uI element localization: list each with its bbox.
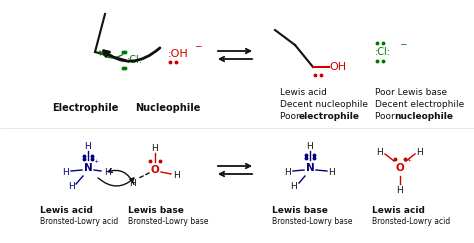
Text: N: N (83, 163, 92, 173)
Text: H: H (377, 148, 383, 156)
Text: Decent electrophile: Decent electrophile (375, 99, 464, 109)
Text: Poor Lewis base: Poor Lewis base (375, 87, 447, 96)
Text: Bronsted-Lowry acid: Bronsted-Lowry acid (40, 217, 118, 226)
Text: N: N (306, 163, 314, 173)
Text: H: H (173, 171, 181, 180)
Text: Lewis base: Lewis base (272, 206, 328, 215)
Text: H: H (69, 182, 75, 191)
Text: H: H (284, 167, 292, 176)
Text: nucleophile: nucleophile (394, 112, 453, 121)
Text: O: O (396, 163, 404, 173)
Text: Bronsted-Lowry base: Bronsted-Lowry base (128, 217, 209, 226)
Text: −: − (399, 40, 407, 49)
Text: :OH: :OH (168, 49, 189, 59)
Text: :Cl:: :Cl: (375, 47, 391, 57)
Text: H: H (63, 167, 69, 176)
Text: Bronsted-Lowry base: Bronsted-Lowry base (272, 217, 353, 226)
Text: Decent nucleophile: Decent nucleophile (280, 99, 368, 109)
Text: Electrophile: Electrophile (52, 103, 118, 113)
Text: +: + (406, 157, 411, 163)
Text: H: H (152, 144, 158, 153)
Text: −: − (194, 42, 201, 51)
Text: Bronsted-Lowry acid: Bronsted-Lowry acid (372, 217, 450, 226)
Text: H: H (105, 167, 111, 176)
Text: H: H (85, 141, 91, 150)
Text: Poor: Poor (280, 112, 302, 121)
Text: H: H (291, 182, 297, 191)
Text: +: + (93, 158, 98, 164)
Text: Lewis acid: Lewis acid (280, 87, 327, 96)
Text: Lewis acid: Lewis acid (372, 206, 425, 215)
Text: H: H (328, 167, 336, 176)
Text: Poor: Poor (375, 112, 398, 121)
Text: electrophile: electrophile (299, 112, 360, 121)
Text: :Cl:: :Cl: (127, 55, 143, 65)
Text: Lewis acid: Lewis acid (40, 206, 93, 215)
Text: H: H (129, 179, 137, 188)
Text: Lewis base: Lewis base (128, 206, 184, 215)
Text: OH: OH (329, 62, 346, 72)
Text: H: H (417, 148, 423, 156)
Text: H: H (307, 141, 313, 150)
Text: O: O (151, 165, 159, 175)
Text: Nucleophile: Nucleophile (135, 103, 201, 113)
Text: H: H (397, 185, 403, 194)
